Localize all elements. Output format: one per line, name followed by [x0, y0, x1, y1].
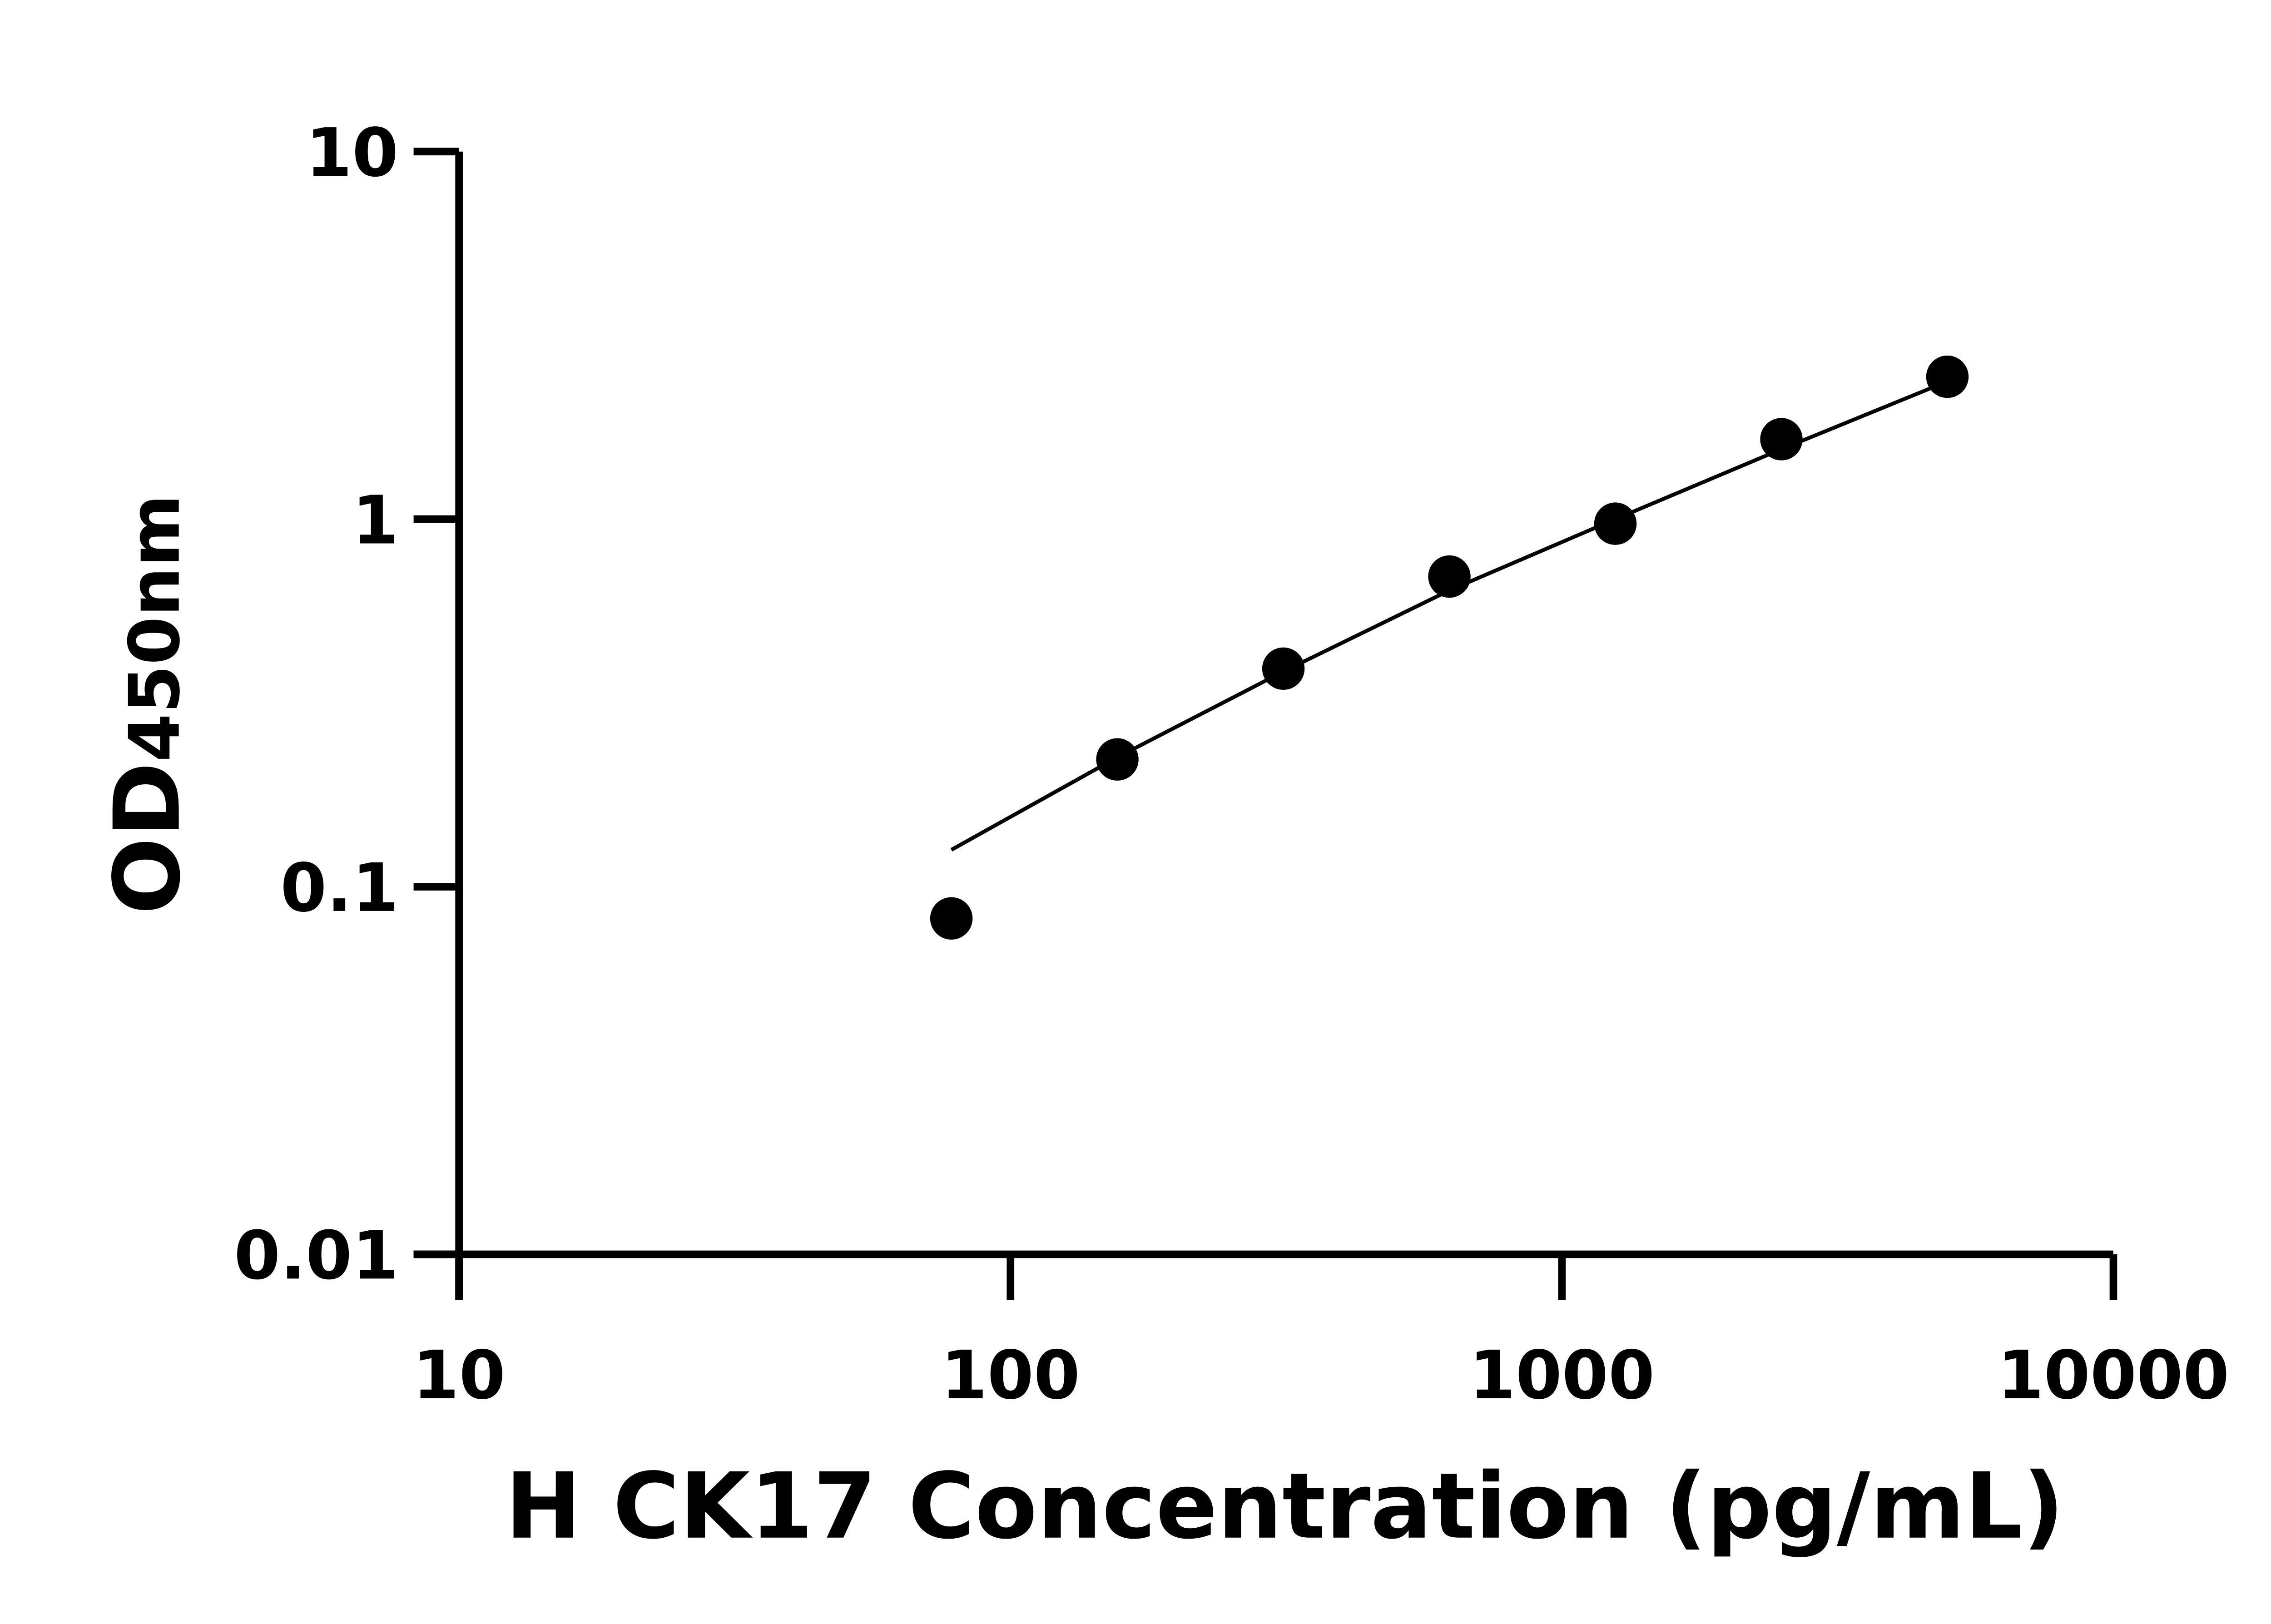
- x-tick-label: 10000: [1998, 1337, 2230, 1414]
- data-point: [1926, 355, 1969, 398]
- data-point: [930, 897, 973, 940]
- data-point: [1096, 738, 1139, 781]
- y-tick-label: 0.01: [234, 1217, 398, 1294]
- x-tick-label: 100: [941, 1337, 1080, 1414]
- x-axis-label: H CK17 Concentration (pg/mL): [505, 1454, 2064, 1560]
- data-point: [1594, 502, 1637, 545]
- y-tick-label: 0.1: [280, 849, 398, 927]
- data-points: [930, 355, 1969, 940]
- data-point: [1428, 555, 1471, 598]
- data-point: [1760, 418, 1803, 460]
- axes: 10 100 1000 10000 0.01 0.1 1 10: [234, 114, 2229, 1414]
- x-tick-label: 1000: [1469, 1337, 1655, 1414]
- x-tick-label: 10: [413, 1337, 506, 1414]
- y-axis-label: OD450nm: [95, 494, 201, 915]
- y-tick-label: 10: [306, 114, 398, 192]
- y-tick-label: 1: [352, 482, 398, 559]
- data-point: [1262, 647, 1305, 690]
